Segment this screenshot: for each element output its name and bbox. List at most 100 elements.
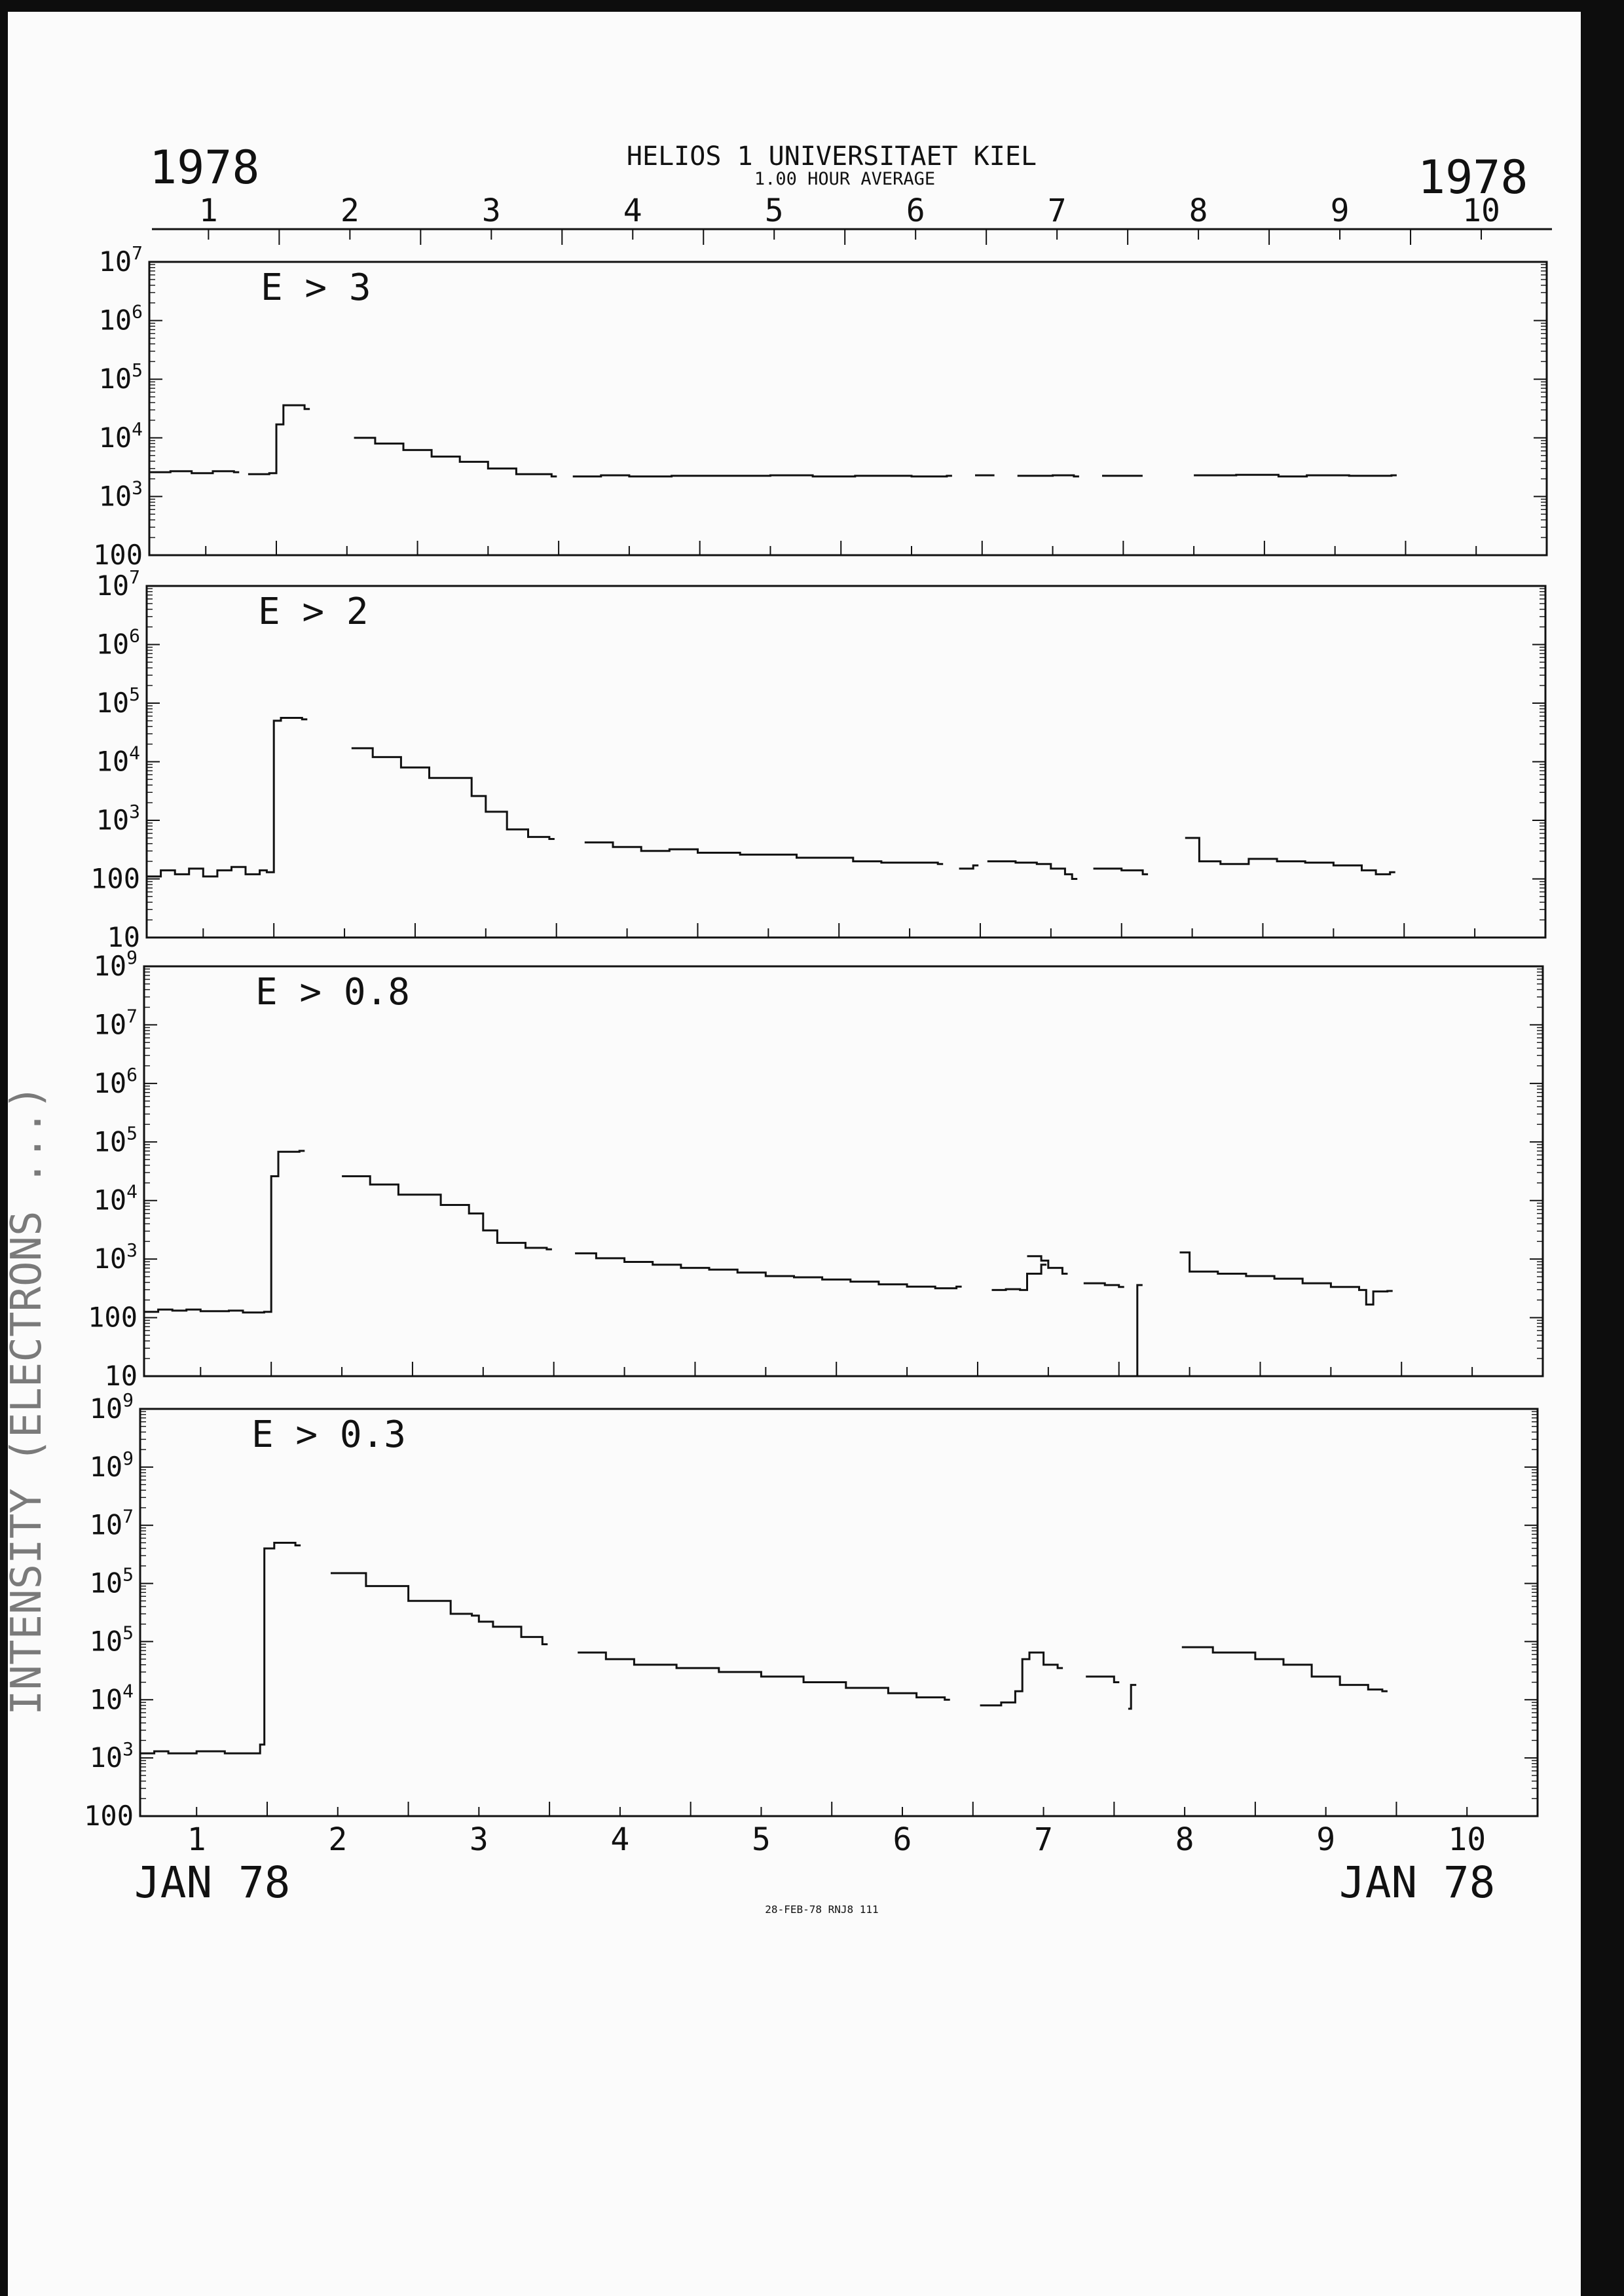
y-tick-label: 105 bbox=[90, 1622, 134, 1657]
series-line-segment bbox=[1181, 1646, 1388, 1692]
panel-frame bbox=[145, 585, 1547, 939]
y-tick-label: 107 bbox=[94, 1005, 138, 1040]
y-tick-label: 106 bbox=[96, 625, 140, 661]
series-line-segment bbox=[1027, 1255, 1068, 1275]
x-tick-label: 10 bbox=[1448, 1821, 1486, 1858]
y-tick-label: 105 bbox=[96, 683, 140, 719]
y-tick-label: 109 bbox=[94, 947, 138, 982]
top-axis-tick-label: 9 bbox=[1331, 192, 1350, 229]
y-tick-label: 100 bbox=[88, 1302, 138, 1334]
x-tick-label: 6 bbox=[893, 1821, 912, 1858]
y-tick-label: 100 bbox=[84, 1800, 134, 1832]
chart-title: HELIOS 1 UNIVERSITAET KIEL bbox=[627, 141, 1037, 172]
series-line-segment bbox=[572, 474, 952, 478]
series-line-segment bbox=[991, 1264, 1047, 1291]
y-tick-label: 103 bbox=[94, 1239, 138, 1275]
x-tick-label: 4 bbox=[610, 1821, 629, 1858]
y-tick-label: 100 bbox=[90, 863, 140, 895]
series-line-segment bbox=[959, 864, 979, 870]
panel-frame bbox=[143, 965, 1544, 1377]
paper-sheet bbox=[8, 12, 1581, 2296]
top-day-axis: 1 2 3 4 5 6 7 8 9 10 bbox=[152, 192, 1552, 245]
series-line-segment bbox=[1128, 1684, 1137, 1710]
top-axis-tick-label: 3 bbox=[482, 192, 501, 229]
top-axis-tick-label: 6 bbox=[906, 192, 925, 229]
top-axis-tick-label: 8 bbox=[1189, 192, 1208, 229]
series-line-segment bbox=[1083, 1282, 1124, 1288]
y-tick-label: 104 bbox=[90, 1680, 134, 1715]
panel-4: 100 103 104 105 105 107 109 109 1 2 3 4 5 6 7 8 9 10 E > 0… bbox=[84, 1389, 1539, 1858]
y-tick-label: 10 bbox=[107, 921, 140, 953]
chart-subtitle: 1.00 HOUR AVERAGE bbox=[754, 169, 935, 189]
series-line-segment bbox=[980, 1651, 1063, 1707]
y-tick-label: 104 bbox=[99, 418, 143, 454]
series-line-segment bbox=[248, 404, 310, 475]
x-tick-label: 8 bbox=[1175, 1821, 1194, 1858]
plot-stamp: 28-FEB-78 RNJ8 111 bbox=[765, 1903, 878, 1916]
y-tick-label: 104 bbox=[94, 1181, 138, 1216]
series-line-segment bbox=[1136, 1284, 1143, 1376]
series-line-segment bbox=[1194, 473, 1397, 478]
series-line-segment bbox=[584, 841, 944, 866]
top-axis-tick-label: 10 bbox=[1462, 192, 1500, 229]
y-tick-label: 109 bbox=[90, 1389, 134, 1425]
series-line-segment bbox=[149, 470, 240, 475]
series-line-segment bbox=[342, 1175, 552, 1250]
series-line-segment bbox=[1179, 1251, 1393, 1306]
y-tick-label: 100 bbox=[93, 539, 143, 571]
panel-frame bbox=[148, 261, 1548, 556]
series-line-segment bbox=[1093, 867, 1149, 875]
y-tick-label: 104 bbox=[96, 742, 140, 778]
series-line-segment bbox=[1185, 837, 1395, 875]
panel-energy-label: E > 0.3 bbox=[251, 1413, 406, 1456]
series-line-segment bbox=[575, 1252, 962, 1290]
y-tick-label: 107 bbox=[96, 566, 140, 602]
year-left: 1978 bbox=[149, 141, 260, 194]
top-axis-tick-label: 5 bbox=[765, 192, 784, 229]
series-line-segment bbox=[1017, 474, 1079, 478]
x-tick-label: 3 bbox=[470, 1821, 489, 1858]
x-tick-label: 9 bbox=[1316, 1821, 1335, 1858]
panel-3: 10 100 103 104 105 106 107 109 E > 0.8 bbox=[88, 947, 1544, 1392]
top-axis-tick-label: 2 bbox=[341, 192, 360, 229]
x-tick-label: 1 bbox=[187, 1821, 206, 1858]
y-tick-label: 10 bbox=[104, 1360, 138, 1392]
series-line-segment bbox=[578, 1651, 950, 1701]
y-tick-label: 107 bbox=[99, 242, 143, 278]
panel-energy-label: E > 3 bbox=[261, 266, 371, 309]
x-tick-label: 2 bbox=[328, 1821, 347, 1858]
series-line-segment bbox=[1086, 1675, 1120, 1683]
y-tick-label: 109 bbox=[90, 1448, 134, 1483]
series-line-segment bbox=[144, 1150, 305, 1314]
y-tick-label: 105 bbox=[99, 359, 143, 395]
month-right: JAN 78 bbox=[1339, 1857, 1495, 1908]
y-tick-label: 103 bbox=[99, 477, 143, 512]
series-line-segment bbox=[147, 717, 308, 878]
series-line-segment bbox=[331, 1572, 548, 1645]
panel-energy-label: E > 2 bbox=[258, 591, 369, 633]
month-left: JAN 78 bbox=[134, 1857, 290, 1908]
y-tick-label: 105 bbox=[94, 1122, 138, 1157]
series-line-segment bbox=[351, 747, 555, 840]
y-tick-label: 107 bbox=[90, 1506, 134, 1541]
panel-1: 100 103 104 105 106 107 E > 3 bbox=[93, 242, 1548, 571]
top-axis-tick-label: 4 bbox=[623, 192, 642, 229]
series-line-segment bbox=[140, 1542, 301, 1755]
x-tick-label: 5 bbox=[752, 1821, 771, 1858]
y-tick-label: 103 bbox=[90, 1738, 134, 1774]
y-tick-label: 106 bbox=[99, 301, 143, 337]
y-axis-title: INTENSITY (ELECTRONS ...) bbox=[3, 1085, 51, 1715]
x-tick-label: 7 bbox=[1034, 1821, 1053, 1858]
panel-frame bbox=[139, 1408, 1539, 1817]
top-axis-tick-label: 1 bbox=[199, 192, 218, 229]
series-line-segment bbox=[987, 860, 1078, 880]
y-tick-label: 105 bbox=[90, 1564, 134, 1599]
year-right: 1978 bbox=[1418, 151, 1528, 204]
y-tick-label: 106 bbox=[94, 1064, 138, 1099]
panel-2: 10 100 103 104 105 106 107 E > 2 bbox=[90, 566, 1547, 953]
top-axis-tick-label: 7 bbox=[1048, 192, 1067, 229]
y-tick-label: 103 bbox=[96, 801, 140, 836]
panel-energy-label: E > 0.8 bbox=[255, 971, 410, 1013]
